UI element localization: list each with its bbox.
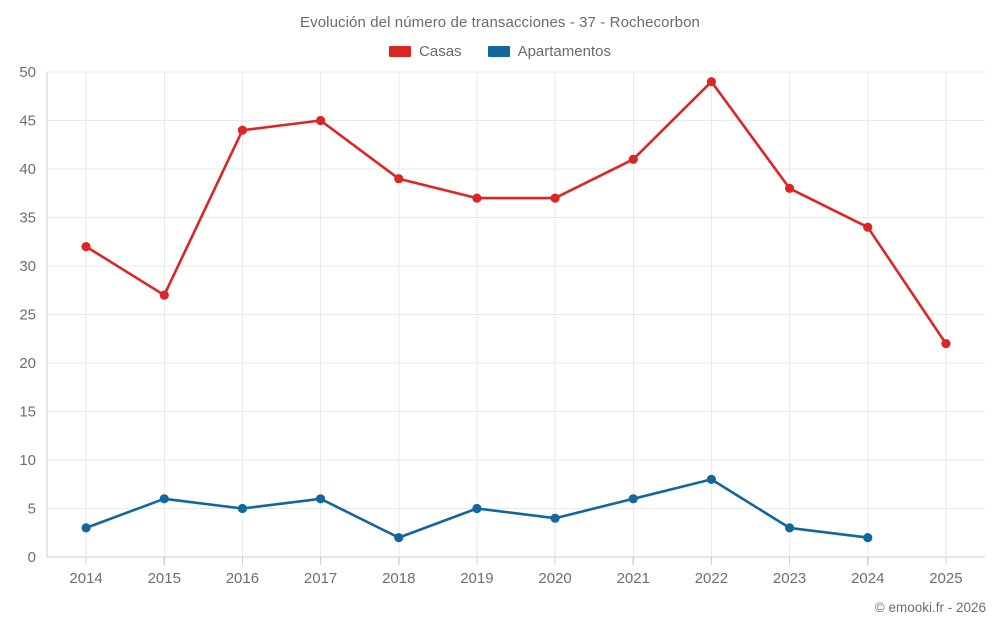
y-tick-label: 0 <box>28 549 36 566</box>
x-tick-label: 2022 <box>695 570 728 587</box>
x-tick-label: 2021 <box>617 570 650 587</box>
data-point[interactable]: Apartamentos 2018: 2 <box>394 533 404 543</box>
legend-swatch-casas <box>389 46 412 57</box>
x-tick-label: 2015 <box>148 570 181 587</box>
y-tick-label: 5 <box>28 500 36 517</box>
data-point[interactable]: Casas 2023: 38 <box>784 183 795 193</box>
series-apartamentos: Apartamentos 2014: 3 Apartamentos 2015: 6… <box>81 474 873 543</box>
x-axis-tick-labels: 2014 2015 2016 2017 2018 2019 2020 2021 2022 2023… <box>69 570 962 587</box>
y-tick-label: 10 <box>19 452 36 469</box>
data-point[interactable]: Casas 2014: 32 <box>81 242 91 252</box>
data-point[interactable]: Apartamentos 2017: 6 <box>315 494 326 504</box>
y-tick-label: 15 <box>19 403 36 420</box>
data-point[interactable]: Apartamentos 2016: 5 <box>237 503 248 514</box>
y-tick-label: 25 <box>19 306 36 323</box>
data-point[interactable]: Apartamentos 2024: 2 <box>863 533 873 543</box>
data-point[interactable]: Apartamentos 2020: 4 <box>550 513 560 523</box>
y-tick-label: 35 <box>19 209 36 226</box>
data-point[interactable]: Casas 2017: 45 <box>315 115 326 126</box>
data-point[interactable]: Apartamentos 2014: 3 <box>81 523 91 533</box>
data-point[interactable]: Apartamentos 2023: 3 <box>784 523 795 533</box>
x-tick-label: 2023 <box>773 570 806 587</box>
data-point[interactable]: Casas 2019: 37 <box>472 193 482 203</box>
x-tick-label: 2017 <box>304 570 337 587</box>
chart-title: Evolución del número de transacciones - … <box>300 14 700 31</box>
data-point[interactable]: Apartamentos 2021: 6 <box>628 494 638 504</box>
data-point[interactable]: Casas 2024: 34 <box>863 222 873 232</box>
data-point[interactable]: Casas 2022: 49 <box>706 77 717 87</box>
series-casas: Casas 2014: 32 Casas 2015: 27 Casas 2016: … <box>81 77 951 349</box>
y-axis-tick-labels: 0 5 10 15 20 25 30 35 40 45 50 <box>19 64 36 566</box>
legend-item-casas[interactable]: Casas <box>389 44 462 59</box>
x-tick-label: 2018 <box>382 570 415 587</box>
y-tick-label: 50 <box>19 64 36 81</box>
copyright-credit: © emooki.fr - 2026 <box>874 600 986 615</box>
data-series-group: Casas 2014: 32 Casas 2015: 27 Casas 2016: … <box>81 77 951 543</box>
data-point[interactable]: Casas 2025: 22 <box>941 339 951 349</box>
data-point[interactable]: Apartamentos 2015: 6 <box>159 494 169 504</box>
legend-swatch-apartamentos <box>487 46 510 57</box>
data-point[interactable]: Casas 2015: 27 <box>159 290 169 300</box>
x-tick-label: 2020 <box>538 570 571 587</box>
x-tick-label: 2014 <box>69 570 102 587</box>
y-tick-label: 45 <box>19 112 36 129</box>
y-tick-label: 30 <box>19 258 36 275</box>
series-line <box>84 80 948 345</box>
x-tick-label: 2016 <box>226 570 259 587</box>
data-point[interactable]: Casas 2020: 37 <box>550 193 560 203</box>
y-tick-label: 20 <box>19 355 36 372</box>
data-point[interactable]: Casas 2021: 41 <box>628 154 638 164</box>
data-point[interactable]: Casas 2018: 39 <box>394 174 404 184</box>
data-point[interactable]: Apartamentos 2019: 5 <box>472 503 482 514</box>
chart-legend: Casas Apartamentos <box>0 44 1000 59</box>
gridlines <box>47 71 985 558</box>
data-point[interactable]: Apartamentos 2022: 8 <box>706 474 717 484</box>
x-tick-label: 2019 <box>460 570 493 587</box>
x-tick-label: 2024 <box>851 570 884 587</box>
x-tick-label: 2025 <box>929 570 962 587</box>
y-tick-label: 40 <box>19 161 36 178</box>
data-point[interactable]: Casas 2016: 44 <box>237 125 248 135</box>
legend-label-apartamentos: Apartamentos <box>517 43 611 60</box>
legend-item-apartamentos[interactable]: Apartamentos <box>487 43 611 60</box>
axes <box>46 72 985 565</box>
legend-label-casas: Casas <box>419 43 462 60</box>
